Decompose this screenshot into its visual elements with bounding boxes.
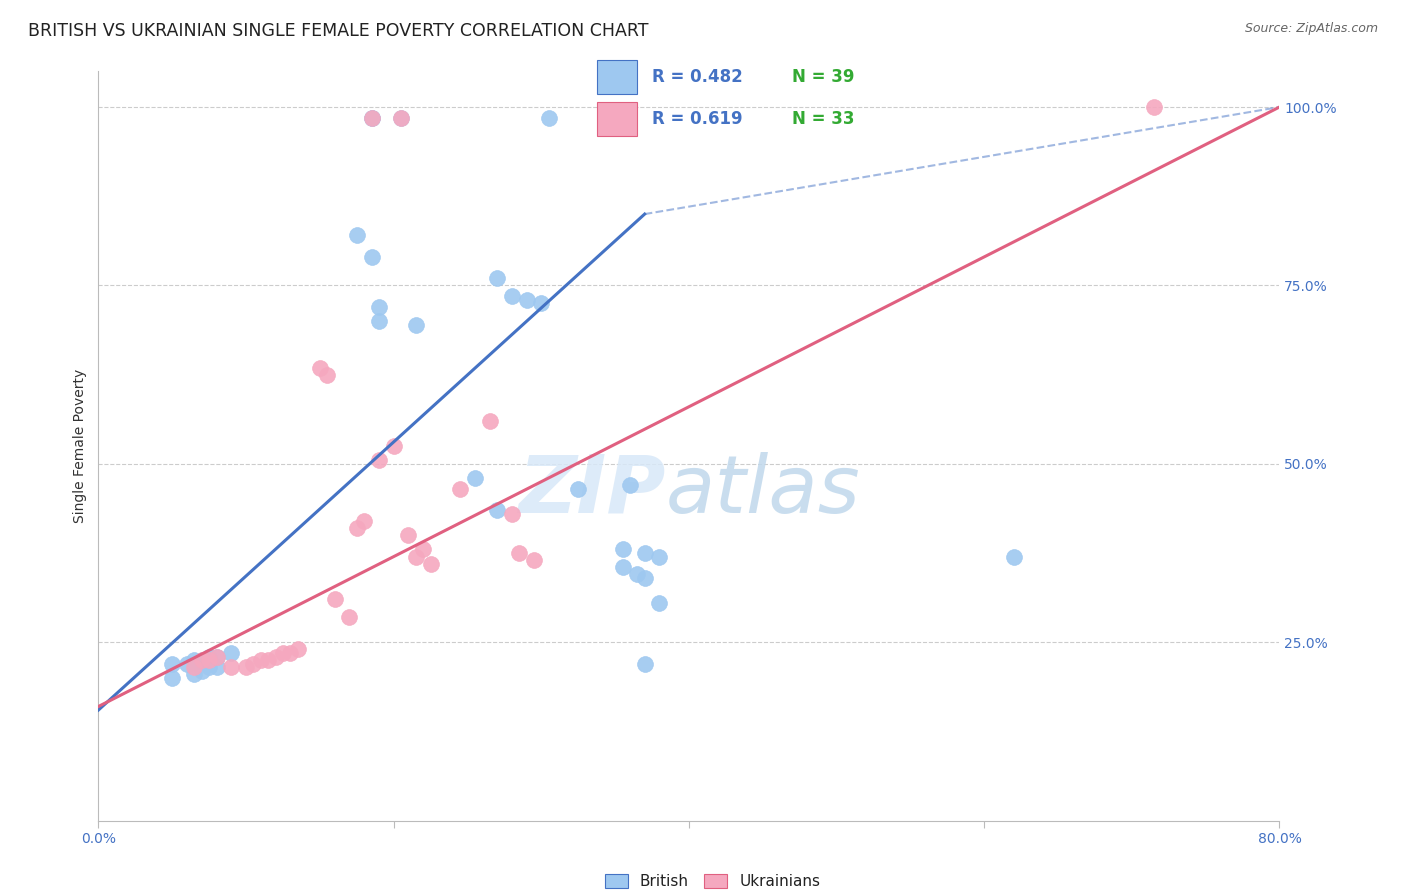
Point <box>419 557 441 571</box>
Point <box>537 111 560 125</box>
Legend: British, Ukrainians: British, Ukrainians <box>599 868 827 892</box>
Point <box>567 482 589 496</box>
Point <box>619 478 641 492</box>
Point <box>633 571 655 585</box>
Point <box>405 549 427 564</box>
Point <box>478 414 501 428</box>
Point <box>501 507 523 521</box>
Point <box>346 521 368 535</box>
Point <box>205 649 228 664</box>
Point <box>596 111 619 125</box>
Point <box>368 453 391 467</box>
Point <box>264 649 287 664</box>
Bar <box>596 102 637 136</box>
Point <box>501 289 523 303</box>
Point <box>523 553 546 567</box>
Point <box>205 660 228 674</box>
Point <box>287 642 309 657</box>
Text: ZIP: ZIP <box>517 452 665 530</box>
Text: N = 33: N = 33 <box>792 110 853 128</box>
Point <box>449 482 471 496</box>
Point <box>626 567 648 582</box>
Point <box>612 560 634 574</box>
Point <box>486 271 509 285</box>
Point <box>309 360 332 375</box>
Point <box>412 542 434 557</box>
Point <box>508 546 530 560</box>
Point <box>396 528 419 542</box>
Point <box>235 660 257 674</box>
Point <box>1002 549 1025 564</box>
Point <box>360 111 382 125</box>
Point <box>633 657 655 671</box>
Point <box>648 596 671 610</box>
Point <box>353 514 375 528</box>
Point <box>191 653 214 667</box>
Point <box>389 111 412 125</box>
Point <box>250 653 273 667</box>
Point <box>346 228 368 243</box>
Point <box>360 111 382 125</box>
Point <box>515 293 537 307</box>
Point <box>219 660 242 674</box>
Point <box>278 646 302 660</box>
Point <box>368 300 391 314</box>
Point <box>633 546 655 560</box>
Text: atlas: atlas <box>665 452 860 530</box>
Point <box>219 646 242 660</box>
Point <box>339 610 360 624</box>
Point <box>389 111 412 125</box>
Point <box>191 664 214 678</box>
Point <box>198 649 221 664</box>
Point <box>198 653 221 667</box>
Point <box>162 657 183 671</box>
Point <box>648 549 671 564</box>
Point <box>382 439 405 453</box>
Text: N = 39: N = 39 <box>792 68 853 86</box>
Point <box>360 111 382 125</box>
Point <box>191 653 214 667</box>
Point <box>183 653 205 667</box>
Point <box>257 653 280 667</box>
Point <box>530 296 553 310</box>
Point <box>162 671 183 685</box>
Point <box>1143 100 1166 114</box>
Point <box>316 368 339 382</box>
Point <box>612 542 634 557</box>
Point <box>323 592 346 607</box>
Point <box>198 660 221 674</box>
Point <box>368 314 391 328</box>
Point <box>183 660 205 674</box>
Point <box>205 649 228 664</box>
Bar <box>596 60 637 94</box>
Text: R = 0.619: R = 0.619 <box>652 110 742 128</box>
Text: R = 0.482: R = 0.482 <box>652 68 744 86</box>
Y-axis label: Single Female Poverty: Single Female Poverty <box>73 369 87 523</box>
Point <box>271 646 294 660</box>
Point <box>464 471 486 485</box>
Text: Source: ZipAtlas.com: Source: ZipAtlas.com <box>1244 22 1378 36</box>
Point <box>183 667 205 681</box>
Text: BRITISH VS UKRAINIAN SINGLE FEMALE POVERTY CORRELATION CHART: BRITISH VS UKRAINIAN SINGLE FEMALE POVER… <box>28 22 648 40</box>
Point <box>405 318 427 332</box>
Point <box>486 503 509 517</box>
Point <box>360 250 382 264</box>
Point <box>176 657 198 671</box>
Point <box>242 657 264 671</box>
